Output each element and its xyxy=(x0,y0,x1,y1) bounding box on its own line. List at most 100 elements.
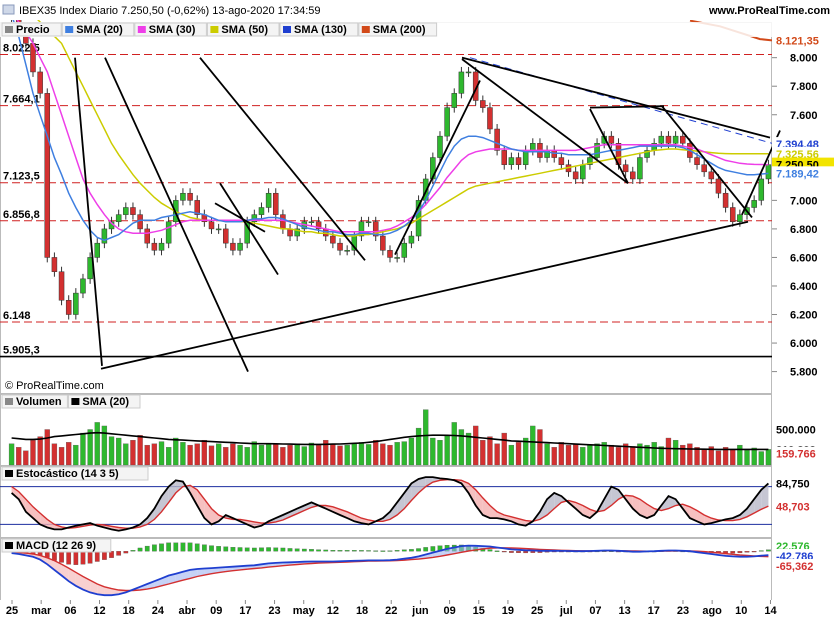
volume-bar xyxy=(308,442,315,466)
panel-frame-2 xyxy=(0,466,772,538)
volume-bar xyxy=(401,441,407,466)
candle-body xyxy=(65,300,72,315)
macd-fill xyxy=(204,568,212,576)
sma30-line xyxy=(10,11,769,234)
macd-histogram-bar xyxy=(166,542,172,552)
macd-line xyxy=(11,544,769,597)
macd-histogram-bar xyxy=(94,551,100,562)
candle-body xyxy=(715,178,722,194)
site-url[interactable]: www.ProRealTime.com xyxy=(708,5,830,17)
candle-body xyxy=(508,157,515,165)
volume-bar xyxy=(387,444,393,466)
candle-body xyxy=(151,242,158,251)
x-tick-label: may xyxy=(293,605,316,617)
macd-histogram-bar xyxy=(366,550,371,552)
volume-bar xyxy=(101,425,108,466)
panel-frame-1 xyxy=(0,394,772,466)
volume-bar xyxy=(480,439,486,466)
macd-badge-hist-bg xyxy=(772,539,834,552)
candle-body xyxy=(315,221,322,230)
price-badge-sma130-bg xyxy=(772,137,834,151)
stochastic-badge-d: 48,703 xyxy=(776,501,810,513)
macd-histogram-bar xyxy=(387,550,393,552)
stochastic-fill xyxy=(304,502,312,511)
volume-bar xyxy=(44,429,50,466)
volume-bar xyxy=(737,444,743,466)
candle-body xyxy=(758,178,765,201)
candle-body xyxy=(401,242,408,258)
candle-body xyxy=(87,257,93,280)
volume-bar xyxy=(94,422,100,466)
macd-histogram-bar xyxy=(766,549,771,552)
candle-body xyxy=(522,150,529,165)
volume-bar xyxy=(301,446,307,466)
candle-body xyxy=(679,135,686,144)
volume-badge-tick-bg xyxy=(772,422,834,436)
volume-bar xyxy=(351,443,357,466)
volume-bar xyxy=(580,447,586,466)
volume-bar xyxy=(151,443,158,466)
volume-bar xyxy=(601,442,607,466)
price-tick-label: 8.000 xyxy=(790,53,818,65)
price-tick-label: 5.800 xyxy=(790,367,818,379)
candle-body xyxy=(487,107,493,130)
volume-bar xyxy=(237,444,243,466)
volume-bar xyxy=(765,449,772,466)
legend-label-5: SMA (200) xyxy=(373,24,426,36)
chart-title: IBEX35 Index Diario 7.250,50 (-0,62%) 13… xyxy=(19,5,320,17)
volume-bar xyxy=(572,443,579,466)
x-tick-label: 12 xyxy=(327,605,339,617)
macd-histogram-bar xyxy=(394,550,400,552)
candle-body xyxy=(622,164,629,173)
volume-bar xyxy=(87,429,93,466)
x-tick-label: ago xyxy=(702,605,722,617)
macd-histogram-bar xyxy=(737,551,743,554)
macd-histogram-bar xyxy=(301,548,307,552)
volume-bar xyxy=(137,435,143,466)
volume-bar xyxy=(501,432,507,466)
price-badge-sma200: 8.121,35 xyxy=(776,35,819,47)
stochastic-badge-d-bg xyxy=(772,499,834,513)
volume-bar xyxy=(565,444,572,466)
chart-type-icon[interactable] xyxy=(2,4,15,15)
trendline xyxy=(461,56,771,139)
legend-swatch-5 xyxy=(361,26,370,33)
candle-body xyxy=(165,221,172,244)
macd-histogram-bar xyxy=(423,547,429,552)
stochastic-fill xyxy=(161,486,169,512)
candle-body xyxy=(44,93,51,258)
candle-body xyxy=(594,143,600,158)
candle-body xyxy=(501,150,507,165)
x-tick-label: abr xyxy=(178,605,196,617)
legend-label-1: SMA (20) xyxy=(76,24,123,36)
volume-bar xyxy=(358,442,365,466)
volume-bar xyxy=(265,443,272,466)
candle-body xyxy=(230,242,236,251)
volume-bar xyxy=(751,447,757,466)
macd-histogram-bar xyxy=(359,550,364,552)
macd-signal-line xyxy=(11,547,769,592)
stochastic-fill xyxy=(175,480,183,493)
macd-histogram-bar xyxy=(380,550,386,552)
macd-histogram-bar xyxy=(294,548,300,552)
macd-fill xyxy=(47,557,55,570)
legend-box-5 xyxy=(358,22,438,37)
level-label: 7.123,5 xyxy=(3,171,40,183)
volume-bar xyxy=(622,443,629,466)
price-tick-label: 6.000 xyxy=(790,338,818,350)
macd-histogram-bar xyxy=(109,551,114,558)
volume-bar xyxy=(201,439,208,466)
macd-histogram-bar xyxy=(209,545,214,552)
macd-histogram-bar xyxy=(80,551,86,565)
volume-bar xyxy=(187,444,193,466)
macd-histogram-bar xyxy=(159,543,164,552)
volume-bar xyxy=(408,437,415,466)
x-tick-label: 24 xyxy=(152,605,165,617)
macd-histogram-bar xyxy=(501,551,507,553)
volume-bar xyxy=(415,427,422,466)
price-tick-label: 6.200 xyxy=(790,310,818,322)
macd-histogram-bar xyxy=(758,550,764,552)
macd-fill xyxy=(168,573,176,584)
candle-body xyxy=(308,221,315,224)
candle-body xyxy=(765,164,772,180)
